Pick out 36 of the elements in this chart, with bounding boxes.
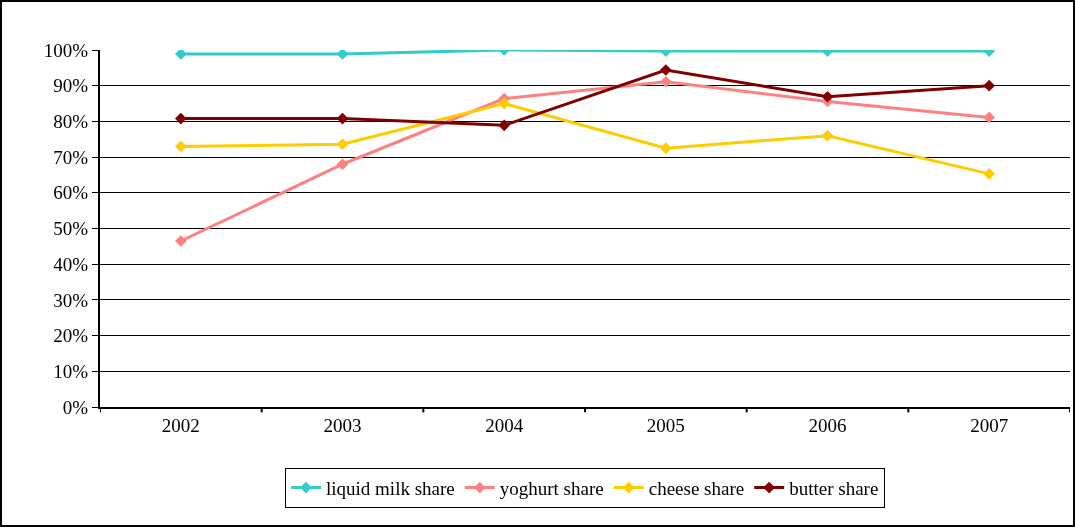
point [498, 97, 511, 110]
point [983, 111, 996, 124]
point [174, 235, 187, 247]
x-tick-label: 2002 [161, 414, 200, 436]
point [983, 168, 996, 180]
x-tick-label: 2007 [970, 414, 1009, 436]
y-tick-label: 10% [53, 360, 89, 382]
point [498, 119, 511, 132]
point [659, 64, 672, 76]
y-tick-label: 0% [62, 396, 89, 418]
y-tick-label: 70% [53, 146, 89, 168]
legend-label: liquid milk share [326, 477, 455, 499]
legend-label: cheese share [648, 477, 745, 499]
x-tick-label: 2004 [485, 414, 524, 436]
x-tick-label: 2003 [323, 414, 362, 436]
y-tick-label: 90% [53, 75, 89, 97]
y-tick-label: 50% [53, 218, 89, 240]
y-tick-label: 80% [53, 111, 89, 133]
y-tick-label: 60% [53, 182, 89, 204]
x-tick-label: 2005 [646, 414, 685, 436]
y-tick-label: 40% [53, 253, 89, 275]
point [336, 50, 349, 60]
x-tick-label: 2006 [808, 414, 847, 436]
y-tick-label: 30% [53, 289, 89, 311]
point [821, 129, 834, 142]
y-tick-label: 100% [43, 39, 89, 61]
point [174, 50, 187, 60]
y-tick-label: 20% [53, 325, 89, 347]
legend-label: butter share [789, 477, 879, 499]
legend-label: yoghurt share [499, 477, 604, 499]
point [336, 138, 349, 151]
point [336, 158, 349, 171]
point [659, 142, 672, 155]
point [983, 79, 996, 92]
point [821, 90, 834, 103]
point [174, 140, 187, 153]
